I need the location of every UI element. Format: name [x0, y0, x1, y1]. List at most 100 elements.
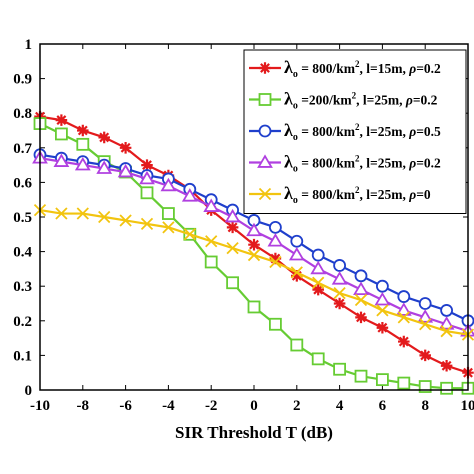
data-point — [395, 302, 412, 316]
legend-label-part: 2 — [355, 185, 360, 195]
y-tick-label: 0.2 — [13, 314, 32, 330]
data-point — [354, 369, 368, 383]
x-tick-label: -10 — [30, 398, 50, 414]
data-point — [440, 304, 454, 317]
data-point — [55, 114, 68, 126]
data-point — [438, 316, 455, 330]
y-tick-label: 0.7 — [13, 141, 32, 157]
data-point — [226, 276, 240, 290]
data-point — [183, 228, 196, 241]
data-point — [355, 311, 367, 324]
legend-label-part: = 800/km — [298, 124, 356, 139]
data-point — [161, 207, 175, 220]
y-tick-label: 0.1 — [13, 348, 32, 364]
x-tick-label: 2 — [293, 398, 301, 414]
legend-label-part: ρ — [408, 187, 416, 202]
data-point — [397, 290, 411, 303]
data-point — [247, 248, 261, 262]
x-tick-label: -8 — [77, 398, 90, 414]
plot-area-frame — [39, 43, 469, 391]
legend-label-part: , l=25m, — [360, 124, 410, 139]
data-point — [226, 242, 239, 255]
data-point — [419, 318, 432, 331]
data-point — [312, 276, 325, 289]
data-point — [312, 283, 324, 296]
data-point — [226, 221, 239, 234]
legend-label-part: ρ — [408, 156, 416, 171]
legend-label: λo = 800/km2, l=25m, ρ=0 — [284, 183, 431, 206]
legend-label-part: λ — [284, 152, 293, 172]
x-tick-label: 6 — [379, 398, 387, 414]
legend-label-part: , l=25m, — [360, 156, 410, 171]
y-tick-label: 1 — [25, 37, 33, 53]
data-point — [440, 381, 454, 395]
legend-label-part: 2 — [352, 91, 357, 101]
x-tick-label: 0 — [250, 398, 258, 414]
data-point — [268, 317, 282, 331]
data-point — [397, 311, 410, 324]
legend-marker — [259, 62, 271, 74]
legend-entry-4: λo = 800/km2, l=25m, ρ=0.2 — [249, 152, 441, 175]
data-point — [267, 233, 284, 247]
legend-label-part: λ — [284, 183, 293, 203]
data-point — [141, 159, 153, 171]
y-tick-label: 0.3 — [13, 279, 32, 295]
data-point — [354, 293, 368, 307]
data-point — [248, 238, 260, 251]
data-point — [140, 186, 154, 200]
legend-label-part: 2 — [355, 154, 360, 164]
legend-label-part: , l=25m, — [356, 93, 406, 108]
data-point — [160, 177, 177, 192]
data-point — [440, 360, 453, 372]
legend-label-part: =0.2 — [413, 93, 438, 108]
data-point — [269, 255, 282, 269]
x-tick-label: -6 — [119, 398, 132, 414]
legend-entry-1: λo = 800/km2, l=15m, ρ=0.2 — [249, 57, 441, 80]
data-point — [290, 338, 304, 352]
data-point — [419, 349, 431, 362]
legend-label-part: 2 — [355, 59, 360, 69]
legend-label-part: =0.2 — [416, 156, 441, 171]
data-point — [291, 270, 303, 282]
data-point — [76, 207, 89, 220]
x-tick-label: 8 — [421, 398, 429, 414]
legend-label-part: =200/km — [298, 93, 353, 108]
axis-ticks: -10 -8 -6 -4 -2 0 2 4 6 8 10 0 0.1 0.2 0.3 0.4 0.5 0.6 0.7… — [13, 37, 474, 414]
data-point — [205, 235, 218, 248]
legend-label-part: = 800/km — [298, 61, 356, 76]
data-point — [398, 335, 410, 348]
data-point — [311, 248, 325, 262]
data-point — [440, 325, 453, 338]
data-point — [333, 362, 347, 376]
data-point — [417, 309, 434, 323]
data-point — [375, 279, 389, 293]
data-point — [55, 127, 68, 141]
data-point — [418, 297, 432, 310]
legend-marker — [258, 187, 272, 201]
data-point — [418, 380, 432, 393]
data-point — [117, 163, 134, 178]
data-point — [354, 269, 368, 283]
data-point — [247, 300, 261, 314]
legend-label-part: = 800/km — [298, 156, 356, 171]
legend-label-part: , l=15m, — [360, 61, 410, 76]
data-point — [246, 222, 262, 237]
legend-label-part: ρ — [408, 124, 416, 139]
data-point — [333, 297, 346, 310]
legend-label-part: o — [293, 101, 298, 112]
data-point — [74, 156, 91, 171]
x-axis-title: SIR Threshold T (dB) — [175, 423, 333, 442]
legend-label-part: = 800/km — [298, 187, 356, 202]
legend-label-part: o — [293, 195, 298, 206]
data-point — [119, 214, 132, 227]
data-point — [353, 281, 369, 295]
legend-label: λo = 800/km2, l=25m, ρ=0.5 — [284, 120, 441, 143]
legend-label-part: , l=25m, — [360, 187, 410, 202]
legend-label-part: λ — [284, 57, 293, 77]
data-point — [140, 217, 154, 231]
data-point — [98, 210, 111, 224]
data-point — [374, 291, 391, 306]
y-tick-label: 0 — [25, 383, 33, 399]
data-point — [98, 131, 110, 144]
